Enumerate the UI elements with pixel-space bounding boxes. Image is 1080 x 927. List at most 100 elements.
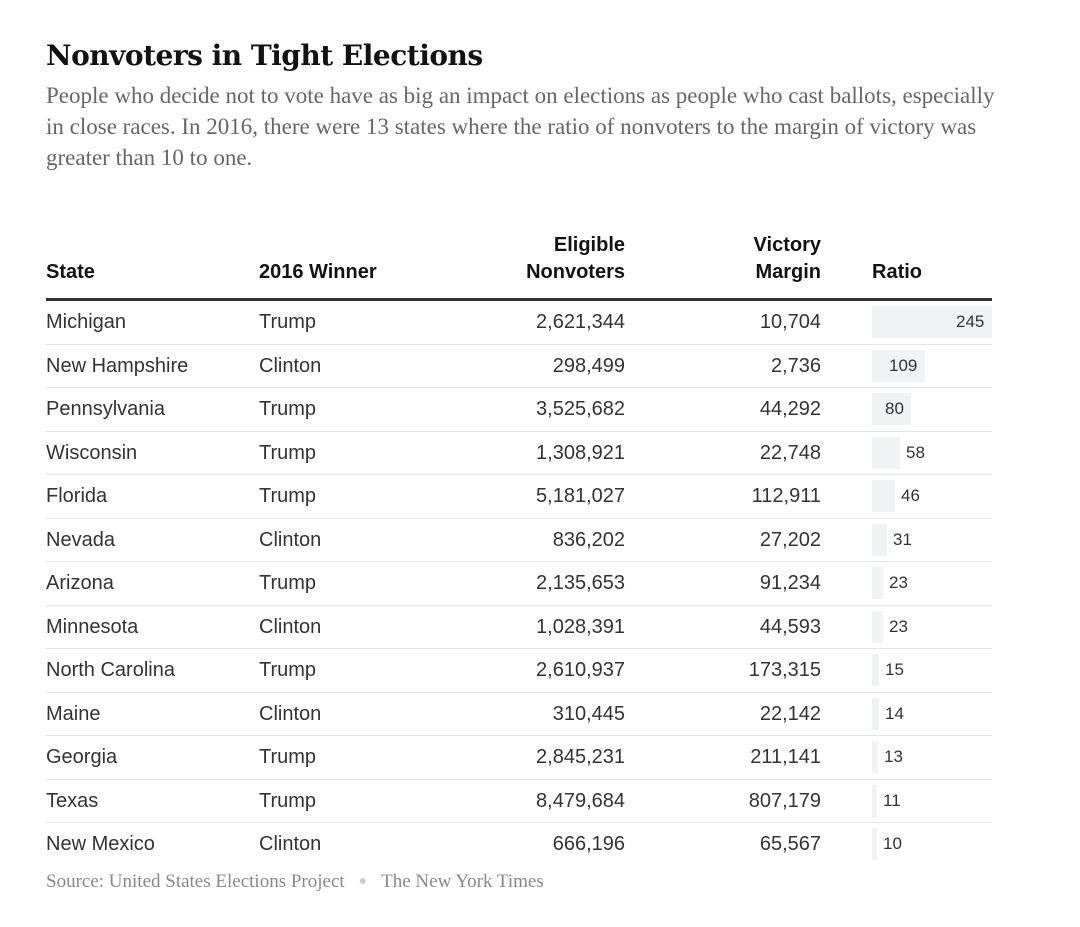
table-body: Michigan Trump 2,621,344 10,704 245 New Hamps… xyxy=(46,301,992,866)
cell-winner: Trump xyxy=(259,746,317,768)
separator-dot-icon: ● xyxy=(358,874,368,889)
header-margin-line1: Victory xyxy=(753,234,821,256)
cell-nonvoters: 2,135,653 xyxy=(536,572,625,594)
ratio-label: 58 xyxy=(906,442,925,462)
cell-state: Michigan xyxy=(46,311,127,333)
header-ratio: Ratio xyxy=(872,261,922,283)
ratio-bar xyxy=(872,436,900,469)
cell-ratio: 80 xyxy=(872,388,992,431)
ratio-label: 245 xyxy=(956,312,985,331)
cell-margin: 211,141 xyxy=(750,746,821,768)
cell-ratio: 15 xyxy=(872,649,992,692)
cell-margin: 65,567 xyxy=(759,833,821,855)
cell-state: Texas xyxy=(46,789,99,812)
ratio-bar xyxy=(872,697,879,730)
ratio-label: 46 xyxy=(901,486,920,505)
cell-nonvoters: 8,479,684 xyxy=(536,789,625,812)
cell-winner: Trump xyxy=(259,789,317,812)
table-row: North Carolina Trump 2,610,937 173,315 15 xyxy=(46,649,992,693)
ratio-bar xyxy=(872,393,911,425)
ratio-bar xyxy=(872,567,883,599)
cell-ratio: 58 xyxy=(872,432,992,475)
ratio-label: 109 xyxy=(889,355,918,375)
ratio-bar xyxy=(872,523,887,556)
ratio-bar xyxy=(872,349,925,382)
ratio-label: 23 xyxy=(889,573,908,592)
table-row: Georgia Trump 2,845,231 211,141 13 xyxy=(46,736,992,780)
cell-winner: Clinton xyxy=(259,833,322,855)
cell-state: Minnesota xyxy=(46,615,139,638)
ratio-bar xyxy=(872,480,895,512)
ratio-bar xyxy=(872,306,992,338)
ratio-label: 14 xyxy=(885,703,904,723)
header-margin-line2: Margin xyxy=(755,261,821,283)
cell-state: North Carolina xyxy=(46,659,175,681)
cell-winner: Trump xyxy=(259,485,317,507)
cell-nonvoters: 2,610,937 xyxy=(536,659,625,681)
cell-ratio: 46 xyxy=(872,475,992,518)
table-row: New Hampshire Clinton 298,499 2,736 109 xyxy=(46,345,992,388)
ratio-label: 31 xyxy=(893,529,912,549)
cell-state: Maine xyxy=(46,702,101,725)
table-header: State 2016 Winner Eligible Nonvoters Vic… xyxy=(46,228,992,301)
ratio-bar xyxy=(872,741,878,773)
table-row: Maine Clinton 310,445 22,142 14 xyxy=(46,693,992,736)
cell-margin: 27,202 xyxy=(759,528,821,551)
cell-state: Arizona xyxy=(46,572,114,594)
source-credit: The New York Times xyxy=(381,871,544,892)
cell-winner: Trump xyxy=(259,311,317,333)
cell-winner: Clinton xyxy=(259,528,322,551)
table-row: Florida Trump 5,181,027 112,911 46 xyxy=(46,475,992,519)
source-text: Source: United States Elections Project xyxy=(46,871,345,892)
cell-margin: 112,911 xyxy=(751,485,821,507)
cell-winner: Trump xyxy=(259,398,317,420)
table-row: Minnesota Clinton 1,028,391 44,593 23 xyxy=(46,606,992,649)
table-row: Texas Trump 8,479,684 807,179 11 xyxy=(46,780,992,823)
cell-nonvoters: 1,308,921 xyxy=(536,441,625,464)
table-row: Arizona Trump 2,135,653 91,234 23 xyxy=(46,562,992,606)
cell-state: Pennsylvania xyxy=(46,398,165,420)
table-row: New Mexico Clinton 666,196 65,567 10 xyxy=(46,823,992,866)
cell-state: Florida xyxy=(46,485,108,507)
cell-winner: Clinton xyxy=(259,354,322,377)
table-row: Wisconsin Trump 1,308,921 22,748 58 xyxy=(46,432,992,475)
cell-ratio: 245 xyxy=(872,301,992,344)
ratio-bar xyxy=(872,784,877,817)
cell-nonvoters: 5,181,027 xyxy=(536,485,625,507)
ratio-label: 23 xyxy=(889,616,908,636)
cell-margin: 173,315 xyxy=(748,659,821,681)
cell-ratio: 109 xyxy=(872,345,992,388)
ratio-bar xyxy=(872,610,883,643)
cell-ratio: 14 xyxy=(872,693,992,736)
ratio-label: 11 xyxy=(883,790,901,810)
cell-winner: Trump xyxy=(259,441,317,464)
table-row: Pennsylvania Trump 3,525,682 44,292 80 xyxy=(46,388,992,432)
cell-state: Georgia xyxy=(46,746,118,768)
cell-ratio: 10 xyxy=(872,823,992,866)
cell-state: New Hampshire xyxy=(46,354,189,377)
cell-ratio: 31 xyxy=(872,519,992,562)
table-row: Michigan Trump 2,621,344 10,704 245 xyxy=(46,301,992,345)
header-margin: Victory Margin xyxy=(754,232,821,286)
header-nonvoters-line2: Nonvoters xyxy=(526,261,625,283)
ratio-label: 10 xyxy=(883,834,902,853)
cell-margin: 2,736 xyxy=(770,354,821,377)
ratio-bar xyxy=(872,828,877,860)
cell-nonvoters: 2,621,344 xyxy=(536,311,625,333)
cell-winner: Trump xyxy=(259,659,317,681)
cell-state: New Mexico xyxy=(46,833,155,855)
header-nonvoters-line1: Eligible xyxy=(553,234,625,256)
chart-title: Nonvoters in Tight Elections xyxy=(46,39,483,72)
header-nonvoters: Eligible Nonvoters xyxy=(526,232,625,286)
cell-ratio: 13 xyxy=(872,736,992,779)
cell-nonvoters: 310,445 xyxy=(552,702,625,725)
header-state: State xyxy=(46,261,95,283)
cell-margin: 91,234 xyxy=(759,572,821,594)
cell-margin: 44,593 xyxy=(759,615,821,638)
cell-margin: 22,142 xyxy=(759,702,821,725)
cell-nonvoters: 3,525,682 xyxy=(536,398,625,420)
cell-state: Nevada xyxy=(46,528,115,551)
ratio-label: 80 xyxy=(885,399,904,418)
table-row: Nevada Clinton 836,202 27,202 31 xyxy=(46,519,992,562)
cell-nonvoters: 836,202 xyxy=(552,528,625,551)
